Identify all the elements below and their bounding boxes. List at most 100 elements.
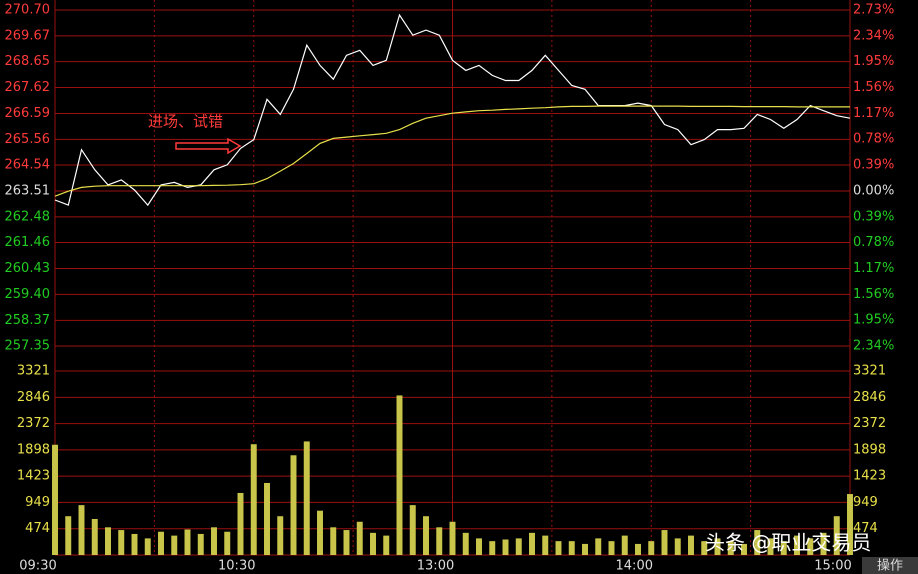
volume-bar (343, 530, 350, 555)
volume-bar (648, 541, 655, 555)
volume-bar (356, 521, 363, 555)
y2-tick-label: 1.56% (853, 80, 894, 95)
y-tick-label: 270.70 (5, 3, 51, 18)
volume-bar (661, 530, 668, 555)
y-tick-label-right: 1423 (853, 469, 886, 484)
y-tick-label: 264.54 (5, 158, 51, 173)
volume-bar (250, 444, 257, 555)
volume-bar (144, 538, 151, 555)
y-tick-label-right: 474 (853, 521, 878, 536)
volume-bar (674, 538, 681, 555)
volume-bar (608, 541, 615, 555)
x-tick-label: 15:00 (814, 559, 851, 574)
volume-bar (688, 535, 694, 555)
x-tick-label: 14:00 (616, 559, 653, 574)
volume-bar (91, 518, 98, 555)
price-line (54, 13, 851, 207)
y-tick-label: 949 (25, 495, 50, 510)
volume-bar (621, 535, 628, 555)
y-tick-label: 266.59 (5, 106, 51, 121)
y2-tick-label: 2.73% (853, 3, 894, 18)
volume-bar (754, 530, 761, 555)
marks (52, 13, 853, 555)
volume-bar (237, 492, 244, 555)
volume-bar (370, 532, 376, 555)
y-tick-label: 260.43 (5, 261, 51, 276)
y-tick-label: 267.62 (5, 80, 51, 95)
volume-bar (396, 395, 403, 555)
volume-bar (197, 533, 204, 555)
x-tick-label: 13:00 (417, 559, 454, 574)
y-tick-label: 268.65 (5, 54, 51, 69)
x-tick-label: 10:30 (218, 559, 255, 574)
y2-tick-label: 1.17% (853, 106, 894, 121)
volume-bar (449, 521, 456, 555)
volume-bar (171, 535, 178, 555)
volume-bar (78, 505, 85, 555)
volume-bar (264, 482, 270, 555)
y-tick-label: 257.35 (5, 339, 51, 354)
annotation-arrow (175, 137, 242, 155)
price-line (54, 105, 850, 197)
y-tick-label: 269.67 (5, 28, 51, 43)
volume-bar (727, 541, 734, 555)
volume-bar (502, 539, 509, 555)
volume-bar (303, 441, 310, 555)
volume-bar (515, 538, 522, 555)
volume-bar (847, 494, 853, 555)
y-tick-label-right: 949 (853, 495, 878, 510)
volume-bar (383, 535, 390, 555)
volume-bar (317, 510, 323, 555)
volume-bar (794, 535, 800, 555)
y2-tick-label: 2.34% (853, 28, 894, 43)
y2-tick-label: 0.78% (853, 132, 894, 147)
y2-tick-label: 1.56% (853, 287, 894, 302)
volume-bar (131, 533, 138, 555)
y2-tick-label: 0.39% (853, 209, 894, 224)
y-tick-label-right: 2372 (853, 416, 886, 431)
y-tick-label-right: 3321 (853, 364, 886, 379)
volume-bar (701, 541, 708, 555)
button-bg[interactable] (862, 557, 918, 574)
y-tick-label-right: 2846 (853, 390, 886, 405)
y2-tick-label: 1.95% (853, 54, 894, 69)
volume-bar (409, 505, 416, 555)
volume-bar (211, 527, 217, 555)
y2-tick-label: 0.39% (853, 158, 894, 173)
volume-bar (436, 527, 443, 555)
y2-tick-label: 0.78% (853, 235, 894, 250)
volume-bar (555, 541, 562, 555)
action-button[interactable]: 操作 (877, 558, 903, 574)
volume-bar (330, 527, 337, 555)
annotation: 进场、试错 (148, 113, 223, 131)
y2-tick-label: 0.00% (853, 183, 894, 198)
y-tick-label: 474 (25, 521, 50, 536)
volume-bar (462, 532, 469, 555)
y-tick-label-right: 1898 (853, 442, 886, 457)
y2-tick-label: 2.34% (853, 339, 894, 354)
y-tick-label: 3321 (17, 364, 50, 379)
x-tick-label: 09:30 (19, 559, 56, 574)
volume-bar (595, 538, 602, 555)
volume-bar (780, 541, 787, 555)
volume-bar (807, 538, 814, 555)
volume-bar (820, 532, 827, 555)
y-tick-label: 263.51 (5, 183, 51, 198)
y-tick-label: 259.40 (5, 287, 51, 302)
volume-bar (423, 516, 429, 555)
y-tick-label: 2846 (17, 390, 50, 405)
y-tick-label: 261.46 (5, 235, 51, 250)
volume-bar (767, 538, 774, 555)
volume-bar (105, 527, 111, 555)
volume-bar (741, 543, 747, 555)
volume-bar (224, 531, 231, 555)
volume-bar (489, 541, 496, 555)
volume-bar (184, 529, 191, 555)
volume-bar (65, 516, 72, 555)
y-tick-label: 2372 (17, 416, 50, 431)
volume-bar (542, 535, 549, 555)
y-tick-label: 265.56 (5, 132, 51, 147)
volume-bar (568, 541, 575, 555)
